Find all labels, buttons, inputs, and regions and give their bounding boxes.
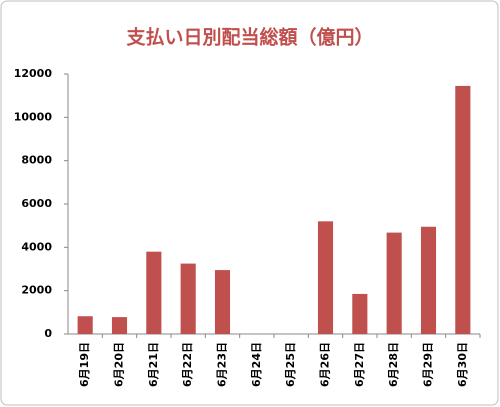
bar xyxy=(317,221,334,334)
x-tick-label: 6月24日 xyxy=(250,342,263,387)
x-tick-label: 6月22日 xyxy=(181,342,194,387)
bar xyxy=(455,85,471,335)
y-tick-label: 0 xyxy=(44,327,52,340)
bar xyxy=(180,263,196,334)
bar xyxy=(352,293,368,334)
x-tick-label: 6月26日 xyxy=(319,342,332,387)
y-tick-label: 8000 xyxy=(21,154,52,167)
bar xyxy=(214,270,231,334)
y-tick-label: 12000 xyxy=(14,67,53,80)
x-tick-label: 6月25日 xyxy=(284,342,297,387)
bar xyxy=(77,316,93,334)
x-tick-label: 6月27日 xyxy=(353,342,366,387)
y-tick-label: 6000 xyxy=(21,197,52,210)
chart-title: 支払い日別配当総額（億円） xyxy=(125,26,373,49)
x-tick-label: 6月30日 xyxy=(456,342,469,387)
x-tick-label: 6月21日 xyxy=(147,342,160,387)
bar xyxy=(386,232,402,334)
y-tick-label: 4000 xyxy=(21,240,52,253)
x-tick-label: 6月19日 xyxy=(78,342,91,387)
bar xyxy=(420,226,437,334)
x-tick-label: 6月29日 xyxy=(422,342,435,387)
x-tick-label: 6月28日 xyxy=(387,342,400,387)
y-tick-label: 2000 xyxy=(21,284,52,297)
x-tick-label: 6月23日 xyxy=(216,342,229,387)
bar xyxy=(146,251,162,334)
y-tick-label: 10000 xyxy=(14,110,53,123)
bar xyxy=(111,317,128,334)
x-tick-label: 6月20日 xyxy=(113,342,126,387)
